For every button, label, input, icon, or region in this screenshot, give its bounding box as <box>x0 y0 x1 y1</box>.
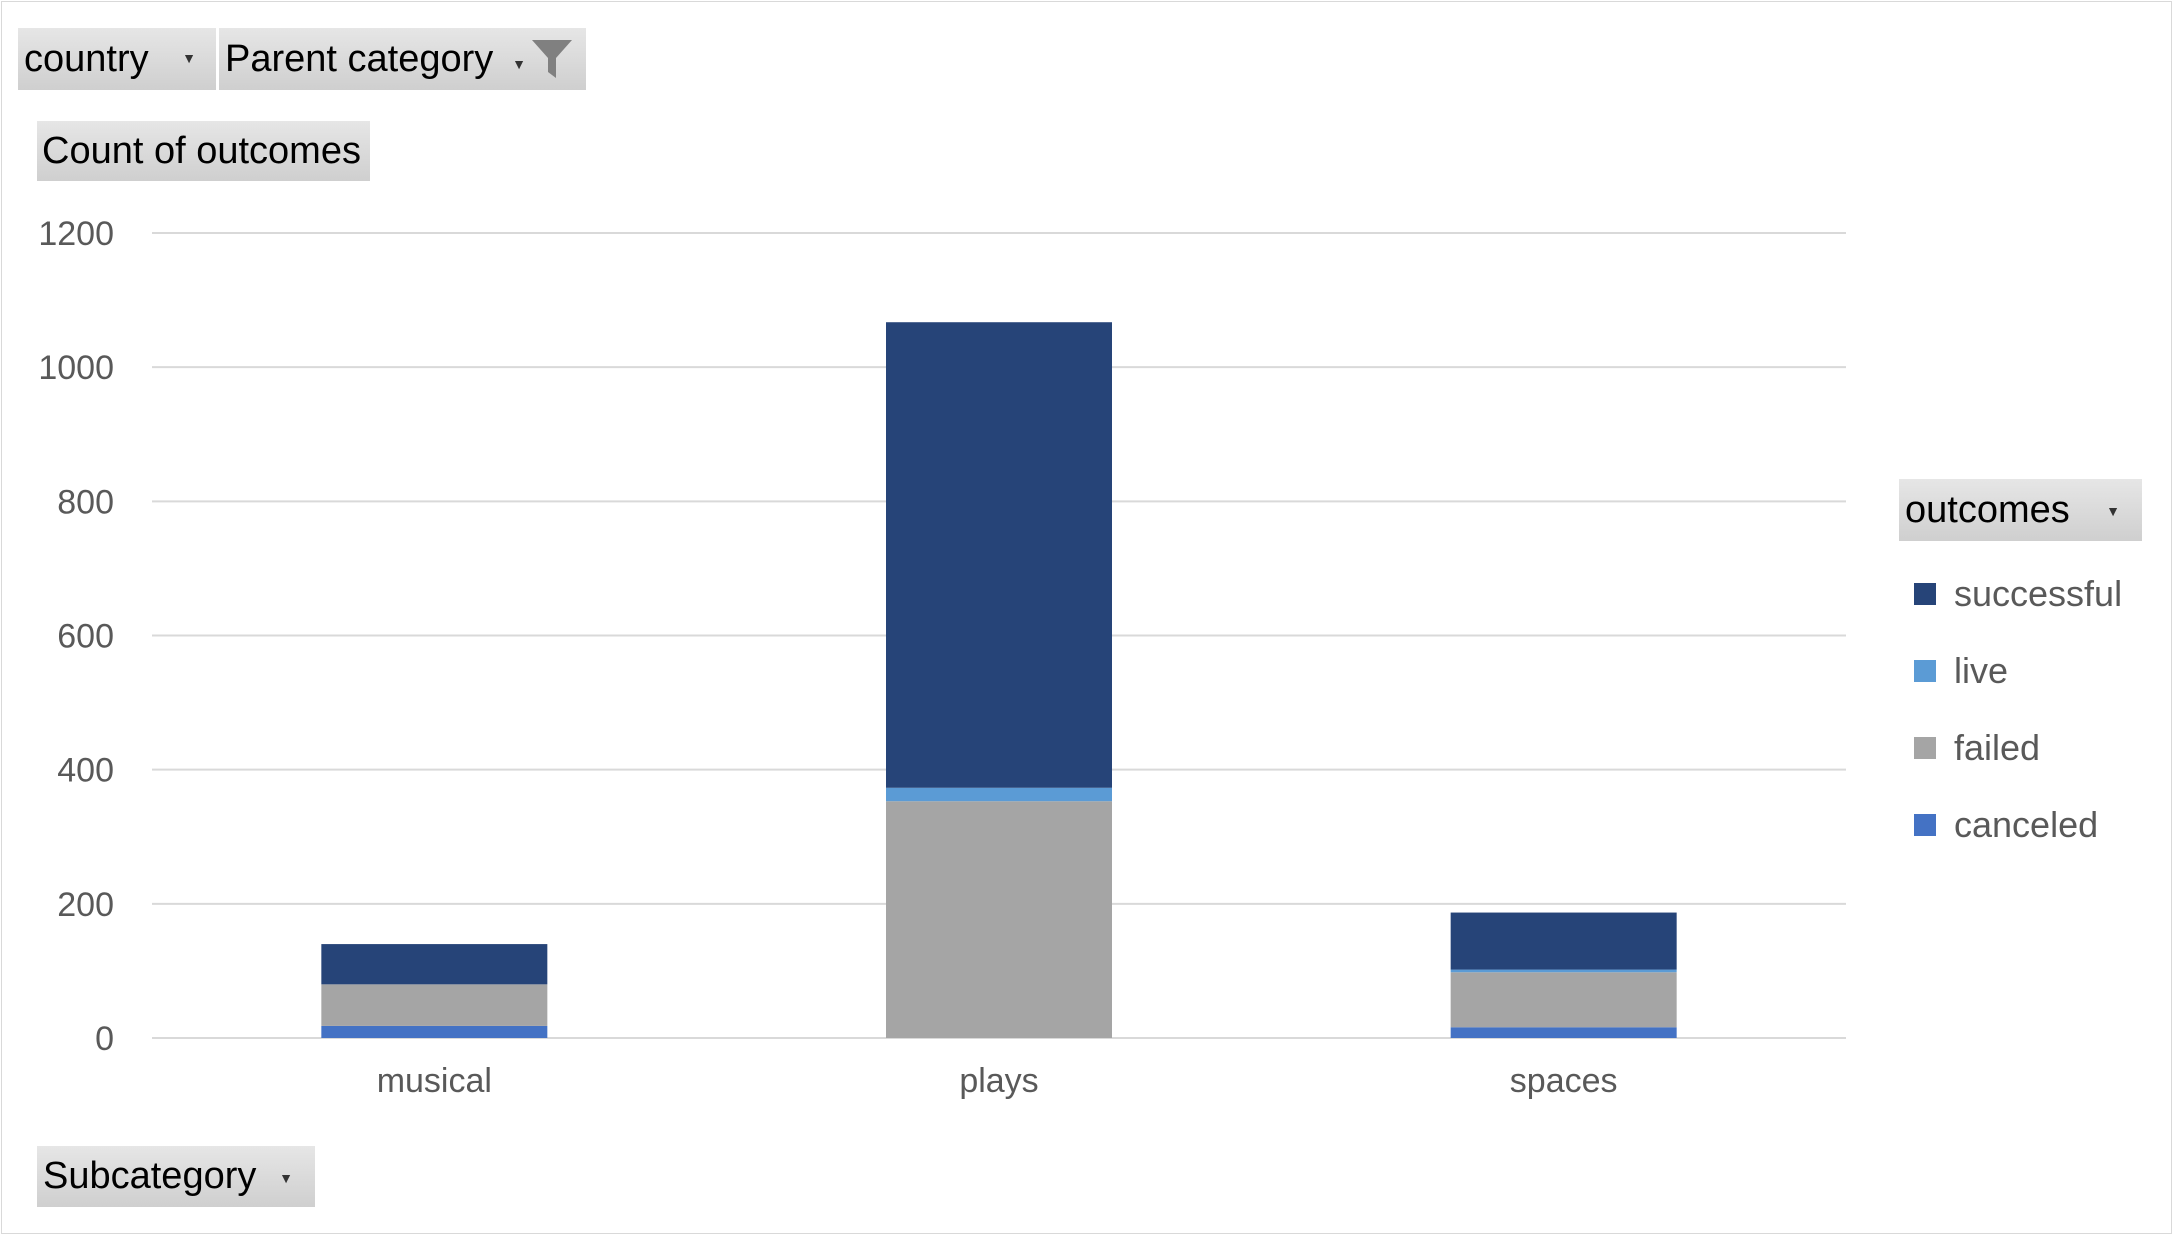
axis-labels: 0 200 400 600 800 1000 1200 musical plays spaces <box>38 215 1617 1100</box>
legend-label: failed <box>1954 726 2041 768</box>
legend-item-canceled[interactable]: canceled <box>1914 786 2122 863</box>
y-tick-label: 400 <box>57 752 114 790</box>
chevron-down-icon[interactable]: ▼ <box>182 50 196 66</box>
bar-segment-successful-spaces[interactable] <box>1450 912 1677 970</box>
bar-segment-successful-musical[interactable] <box>321 944 548 985</box>
y-tick-label: 600 <box>57 618 114 656</box>
bar-segment-canceled-spaces[interactable] <box>1450 1027 1677 1038</box>
values-field-button[interactable]: Count of outcomes <box>37 121 370 181</box>
legend-item-successful[interactable]: successful <box>1914 555 2122 632</box>
legend-swatch <box>1914 813 1936 836</box>
legend-label: live <box>1954 649 2009 691</box>
funnel-filter-icon[interactable] <box>530 36 574 82</box>
y-tick-label: 1200 <box>38 215 114 253</box>
x-category-label: musical <box>377 1062 492 1100</box>
parent-category-filter-button[interactable]: Parent category ▼ <box>219 28 586 90</box>
country-filter-label: country <box>24 37 149 80</box>
y-tick-label: 0 <box>95 1020 114 1058</box>
bar-segment-live-spaces[interactable] <box>1450 969 1677 973</box>
bar-segment-failed-plays[interactable] <box>886 801 1112 1038</box>
parent-category-filter-label: Parent category <box>225 37 494 80</box>
legend-field-label: outcomes <box>1905 488 2070 531</box>
legend-swatch <box>1914 736 1936 759</box>
x-category-label: spaces <box>1510 1062 1618 1100</box>
legend: successful live failed canceled <box>1914 555 2122 863</box>
legend-item-failed[interactable]: failed <box>1914 709 2122 786</box>
bar-segment-successful-plays[interactable] <box>886 322 1112 788</box>
legend-swatch <box>1914 659 1936 682</box>
y-tick-label: 800 <box>57 483 114 521</box>
bars <box>321 322 1677 1038</box>
chevron-down-icon[interactable]: ▼ <box>512 56 526 72</box>
legend-field-button[interactable]: outcomes ▼ <box>1899 479 2142 541</box>
legend-label: canceled <box>1954 803 2099 845</box>
axis-field-label: Subcategory <box>43 1155 257 1197</box>
chevron-down-icon[interactable]: ▼ <box>279 1170 293 1186</box>
y-tick-label: 200 <box>57 886 114 924</box>
legend-swatch <box>1914 582 1936 605</box>
x-category-label: plays <box>959 1062 1038 1100</box>
axis-field-button[interactable]: Subcategory ▼ <box>37 1146 315 1207</box>
bar-segment-failed-musical[interactable] <box>321 984 548 1026</box>
legend-item-live[interactable]: live <box>1914 632 2122 709</box>
bar-segment-live-plays[interactable] <box>886 787 1112 802</box>
legend-label: successful <box>1954 572 2123 614</box>
bar-segment-failed-spaces[interactable] <box>1450 972 1677 1028</box>
chevron-down-icon[interactable]: ▼ <box>2106 503 2120 519</box>
values-field-label: Count of outcomes <box>42 129 361 172</box>
bar-segment-canceled-musical[interactable] <box>321 1025 548 1038</box>
y-tick-label: 1000 <box>38 349 114 387</box>
country-filter-button[interactable]: country ▼ <box>18 28 216 90</box>
